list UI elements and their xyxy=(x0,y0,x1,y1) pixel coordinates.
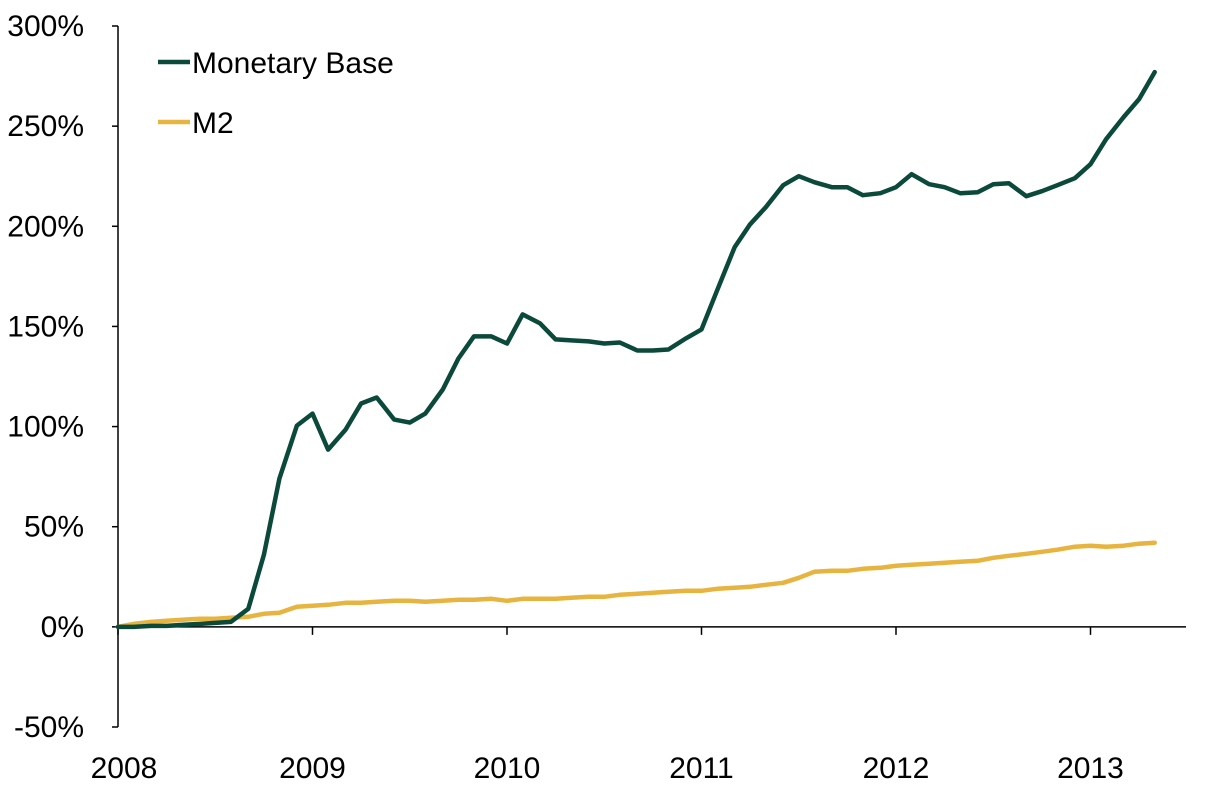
x-tick-label: 2012 xyxy=(863,752,930,785)
legend-label: M2 xyxy=(192,107,234,140)
x-tick-label: 2013 xyxy=(1057,752,1124,785)
x-tick-label: 2008 xyxy=(91,752,158,785)
x-axis-tick-labels: 2008 2009 2010 2011 2012 2013 xyxy=(91,752,1124,785)
y-tick-label: 50% xyxy=(24,511,84,544)
legend-label: Monetary Base xyxy=(192,47,394,80)
y-tick-label: 150% xyxy=(7,310,84,343)
axes xyxy=(112,25,1186,728)
y-tick-label: 0% xyxy=(41,611,84,644)
series-line-monetary-base xyxy=(115,69,1157,630)
y-tick-label: 250% xyxy=(7,110,84,143)
series-line-m2 xyxy=(115,540,1157,630)
y-tick-label: 200% xyxy=(7,210,84,243)
y-tick-label: -50% xyxy=(14,711,84,744)
x-tick-label: 2009 xyxy=(279,752,346,785)
y-tick-label: 300% xyxy=(7,10,84,43)
legend: Monetary Base M2 xyxy=(158,47,394,140)
x-tick-label: 2011 xyxy=(669,752,734,785)
y-axis-tick-labels: 300% 250% 200% 150% 100% 50% 0% -50% xyxy=(7,10,84,744)
x-tick-label: 2010 xyxy=(474,752,541,785)
series-lines xyxy=(115,69,1157,630)
y-tick-label: 100% xyxy=(7,411,84,444)
